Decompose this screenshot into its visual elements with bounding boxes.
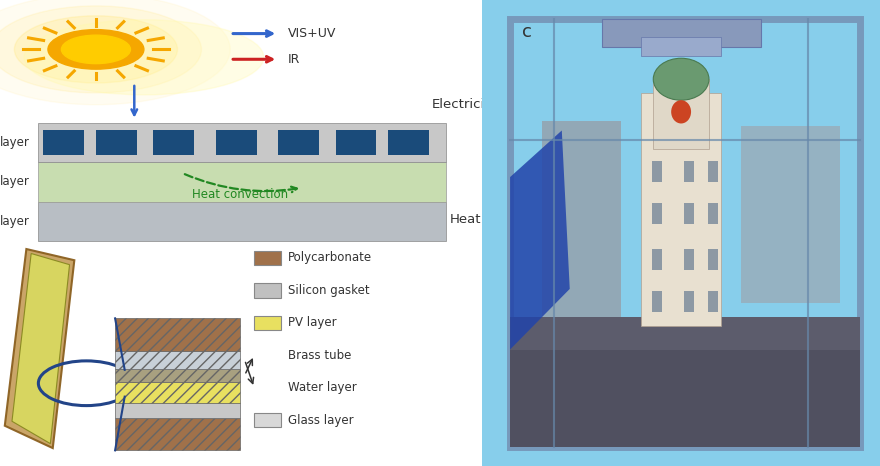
Text: Electricity: Electricity [432,98,498,111]
Bar [96,130,136,155]
Bar [653,79,709,149]
Bar [254,251,281,265]
Bar [685,249,694,270]
Text: Polycarbonate: Polycarbonate [288,252,372,265]
Text: PV layer: PV layer [288,316,336,329]
Bar [510,317,860,447]
Text: Heat convection: Heat convection [192,188,288,201]
Bar [642,37,721,56]
Bar [115,318,239,351]
Text: Brass tube: Brass tube [288,349,351,362]
Bar [254,413,281,427]
Text: Heat: Heat [450,213,481,226]
Bar [741,126,840,303]
Bar [336,130,377,155]
Text: layer: layer [0,175,30,188]
Bar [708,203,718,224]
Text: Water layer: Water layer [288,381,356,394]
Bar [115,369,239,382]
Circle shape [0,6,202,93]
Bar [510,317,860,350]
Circle shape [0,0,231,105]
Bar [115,404,239,418]
Ellipse shape [24,20,264,95]
Bar [388,130,429,155]
Text: Silicon gasket: Silicon gasket [288,284,370,297]
Bar [642,93,721,326]
Bar [39,162,446,201]
Text: Glass layer: Glass layer [288,414,354,427]
Circle shape [14,16,178,83]
Text: c: c [522,23,532,41]
Bar [602,19,760,47]
Bar [216,130,257,155]
Text: VIS+UV: VIS+UV [288,27,336,40]
Circle shape [671,100,691,123]
Bar [652,161,663,182]
Bar [43,130,84,155]
Bar [254,283,281,298]
Polygon shape [4,249,74,448]
Bar [652,249,663,270]
Polygon shape [510,130,569,350]
Bar [542,121,621,317]
Bar [39,123,446,162]
Text: layer: layer [0,215,30,228]
Bar [708,161,718,182]
Bar [708,249,718,270]
Bar [685,161,694,182]
Bar [115,351,239,369]
Polygon shape [12,254,70,444]
Bar [153,130,194,155]
Text: layer: layer [0,136,30,149]
Bar [708,291,718,312]
Text: IR: IR [288,53,300,66]
Ellipse shape [653,58,709,100]
Bar [510,19,860,447]
Circle shape [62,35,130,64]
Bar [39,201,446,241]
Circle shape [48,30,144,69]
Bar [685,203,694,224]
Bar [278,130,319,155]
Bar [254,315,281,330]
Bar [115,418,239,450]
Bar [685,291,694,312]
Bar [652,291,663,312]
Bar [115,382,239,404]
Bar [652,203,663,224]
